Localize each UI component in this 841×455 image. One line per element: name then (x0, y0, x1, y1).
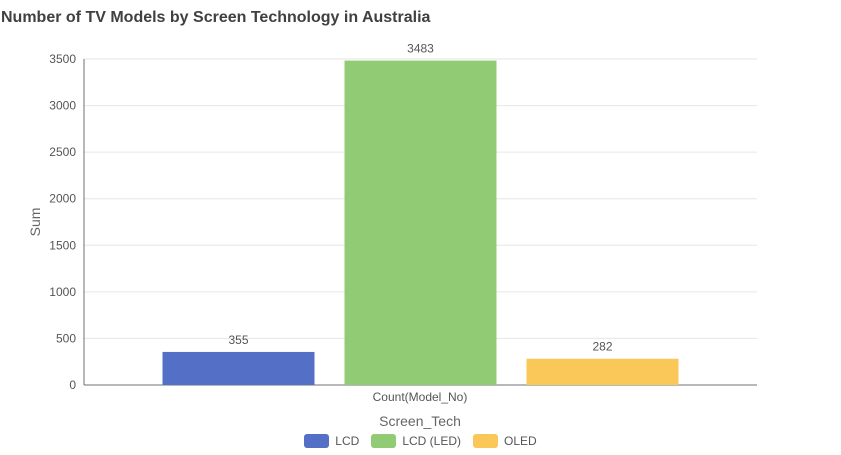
legend-label: LCD (LED) (402, 434, 461, 448)
y-axis-title: Sum (27, 208, 43, 237)
y-tick-label: 500 (56, 331, 76, 345)
y-tick-label: 0 (69, 378, 76, 392)
data-labels: 355 3483 282 (228, 42, 612, 354)
legend-swatch (304, 434, 330, 448)
y-tick-label: 3500 (49, 52, 76, 66)
chart-title: Number of TV Models by Screen Technology… (1, 9, 431, 26)
legend-swatch (371, 434, 397, 448)
y-tick-label: 1500 (49, 238, 76, 252)
legend: LCD LCD (LED) OLED (0, 434, 841, 448)
legend-item[interactable]: LCD (304, 434, 359, 448)
y-tick-label: 2000 (49, 192, 76, 206)
legend-label: OLED (504, 434, 537, 448)
y-tick-label: 3000 (49, 99, 76, 113)
data-label: 3483 (407, 42, 434, 56)
y-tick-label: 2500 (49, 145, 76, 159)
data-label: 282 (592, 340, 612, 354)
data-label: 355 (228, 333, 248, 347)
legend-label: LCD (335, 434, 360, 448)
y-tick-label: 1000 (49, 285, 76, 299)
bar-oled[interactable] (526, 358, 679, 385)
legend-item[interactable]: OLED (473, 434, 537, 448)
x-axis-title: Screen_Tech (379, 413, 461, 429)
y-axis-ticks: 0 500 1000 1500 2000 2500 3000 3500 (49, 52, 76, 392)
bars (162, 60, 679, 385)
legend-item[interactable]: LCD (LED) (371, 434, 461, 448)
legend-swatch (473, 434, 498, 448)
bar-lcd-led[interactable] (344, 60, 497, 385)
bar-lcd[interactable] (162, 351, 315, 385)
x-category-label: Count(Model_No) (373, 390, 468, 404)
